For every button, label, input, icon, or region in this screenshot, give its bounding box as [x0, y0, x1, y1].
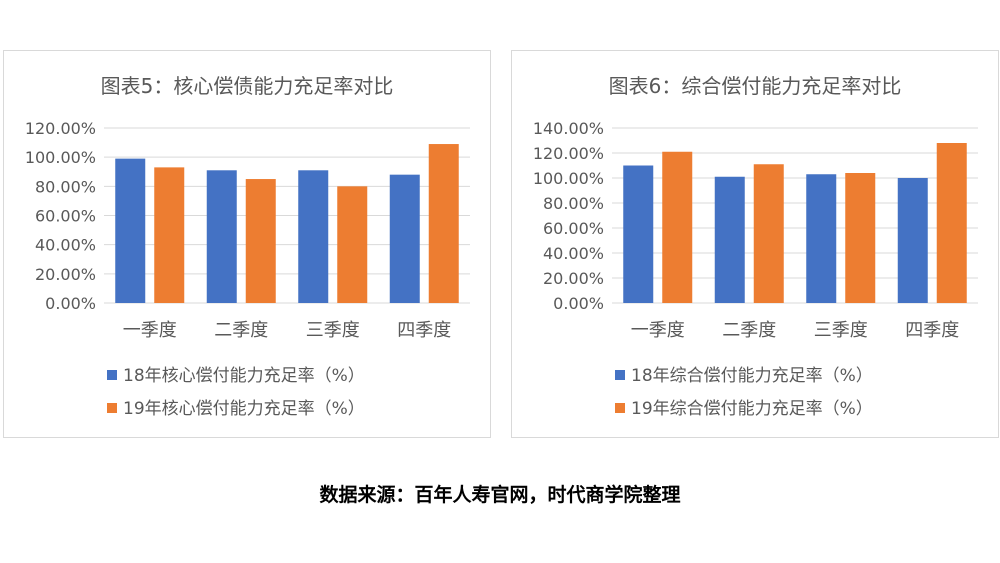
legend-label: 18年综合偿付能力充足率（%）	[631, 366, 873, 386]
bar-series1	[806, 174, 837, 303]
y-tick-label: 140.00%	[533, 119, 604, 138]
chart-panel-core-solvency: 图表5：核心偿债能力充足率对比 0.00% 20.00% 40.00% 60.00% 80…	[3, 50, 491, 438]
y-tick-label: 60.00%	[35, 207, 96, 226]
source-note: 数据来源：百年人寿官网，时代商学院整理	[319, 484, 681, 506]
x-tick-label: 二季度	[722, 320, 776, 341]
y-tick-label: 20.00%	[35, 265, 96, 284]
bar-series2	[753, 164, 784, 303]
x-tick-label: 三季度	[306, 320, 360, 341]
y-tick-label: 100.00%	[533, 169, 604, 188]
bar-series2	[245, 179, 276, 303]
legend-swatch	[107, 370, 117, 380]
chart-core-solvency: 图表5：核心偿债能力充足率对比 0.00% 20.00% 40.00% 60.00% 80…	[25, 74, 470, 419]
bar-series2	[154, 167, 185, 303]
y-tick-label: 80.00%	[35, 177, 96, 196]
bar-series1	[206, 170, 237, 303]
bar-series2	[428, 144, 459, 303]
legend-label: 19年核心偿付能力充足率（%）	[123, 399, 365, 419]
chart-title: 图表5：核心偿债能力充足率对比	[101, 74, 394, 98]
y-tick-label: 100.00%	[25, 148, 96, 167]
x-tick-label: 三季度	[814, 320, 868, 341]
bar-series2	[936, 143, 967, 303]
bar-series2	[845, 173, 876, 303]
x-tick-label: 四季度	[397, 320, 451, 341]
bar-series2	[662, 151, 693, 303]
legend-swatch	[615, 403, 625, 413]
y-tick-label: 40.00%	[543, 244, 604, 263]
x-tick-label: 一季度	[631, 320, 685, 341]
y-tick-label: 0.00%	[553, 294, 604, 313]
y-tick-label: 40.00%	[35, 236, 96, 255]
bar-series1	[115, 158, 146, 303]
y-tick-label: 120.00%	[533, 144, 604, 163]
x-tick-label: 四季度	[905, 320, 959, 341]
chart-comprehensive-solvency: 图表6：综合偿付能力充足率对比 0.00% 20.00% 40.00% 60.00% 80…	[533, 74, 978, 419]
bar-series1	[623, 165, 654, 303]
chart-panel-comprehensive-solvency: 图表6：综合偿付能力充足率对比 0.00% 20.00% 40.00% 60.00% 80…	[511, 50, 999, 438]
legend-label: 18年核心偿付能力充足率（%）	[123, 366, 365, 386]
y-tick-label: 20.00%	[543, 269, 604, 288]
bar-series1	[714, 176, 745, 303]
x-tick-label: 一季度	[123, 320, 177, 341]
y-tick-label: 120.00%	[25, 119, 96, 138]
y-tick-label: 80.00%	[543, 194, 604, 213]
legend-swatch	[615, 370, 625, 380]
chart-title: 图表6：综合偿付能力充足率对比	[609, 74, 902, 98]
legend-swatch	[107, 403, 117, 413]
bar-series2	[337, 186, 368, 303]
legend-label: 19年综合偿付能力充足率（%）	[631, 399, 873, 419]
bar-series1	[389, 174, 420, 303]
y-tick-label: 0.00%	[45, 294, 96, 313]
y-tick-label: 60.00%	[543, 219, 604, 238]
bar-series1	[298, 170, 329, 303]
bar-series1	[897, 178, 928, 303]
x-tick-label: 二季度	[214, 320, 268, 341]
